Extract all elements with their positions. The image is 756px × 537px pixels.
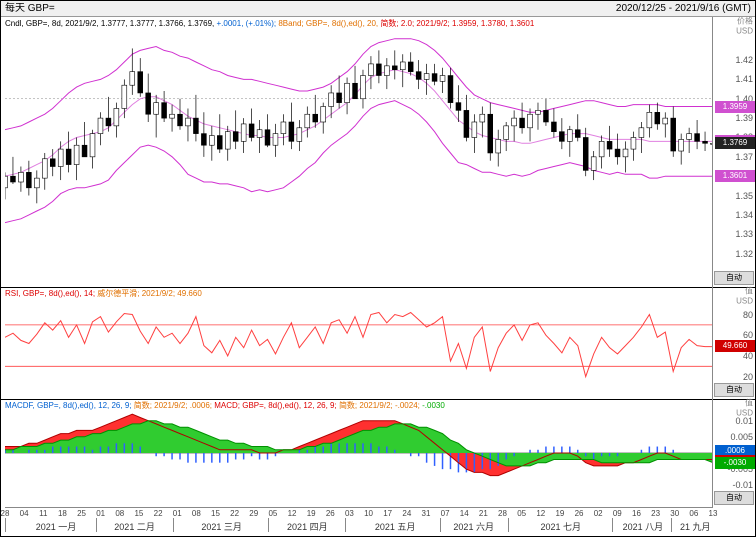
price-y-axis: 价格 USD 自动 1.321.331.341.351.361.371.381.… <box>712 17 755 287</box>
rsi-panel[interactable]: RSI, GBP=, 8d(),ed(), 14; 威尔德平滑; 2021/9/… <box>1 287 755 400</box>
title-right: 2020/12/25 - 2021/9/16 (GMT) <box>616 1 751 17</box>
rsi-plot[interactable] <box>5 287 713 399</box>
macd-panel[interactable]: MACDF, GBP=, 8d(),ed(), 12, 26, 9; 简数; 2… <box>1 399 755 507</box>
axis-label: 价格 <box>737 16 753 27</box>
axis-label: 值 <box>745 398 753 409</box>
macd-y-axis: 值 USD 自动 -0.01-0.00500.0050.01.0006-.002… <box>712 399 755 507</box>
axis-unit: USD <box>736 297 753 306</box>
auto-badge[interactable]: 自动 <box>714 271 754 285</box>
price-panel[interactable]: Cndl, GBP=, 8d, 2021/9/2, 1.3777, 1.3777… <box>1 17 755 288</box>
price-plot[interactable] <box>5 17 713 287</box>
title-bar: 每天 GBP= 2020/12/25 - 2021/9/16 (GMT) <box>1 1 755 17</box>
rsi-info-line: RSI, GBP=, 8d(),ed(), 14; 威尔德平滑; 2021/9/… <box>5 288 202 299</box>
x-axis: 2804111825010815220108152229051219260310… <box>5 507 713 534</box>
price-info-line: Cndl, GBP=, 8d, 2021/9/2, 1.3777, 1.3777… <box>5 18 534 29</box>
auto-badge[interactable]: 自动 <box>714 491 754 505</box>
auto-badge[interactable]: 自动 <box>714 383 754 397</box>
axis-label: 值 <box>745 286 753 297</box>
chart-window: 每天 GBP= 2020/12/25 - 2021/9/16 (GMT) Cnd… <box>0 0 756 537</box>
axis-unit: USD <box>736 27 753 36</box>
macd-info-line: MACDF, GBP=, 8d(),ed(), 12, 26, 9; 简数; 2… <box>5 400 445 411</box>
title-left: 每天 GBP= <box>5 3 55 14</box>
rsi-y-axis: 值 USD 自动 2040608049.660 <box>712 287 755 399</box>
macd-plot[interactable] <box>5 399 713 507</box>
